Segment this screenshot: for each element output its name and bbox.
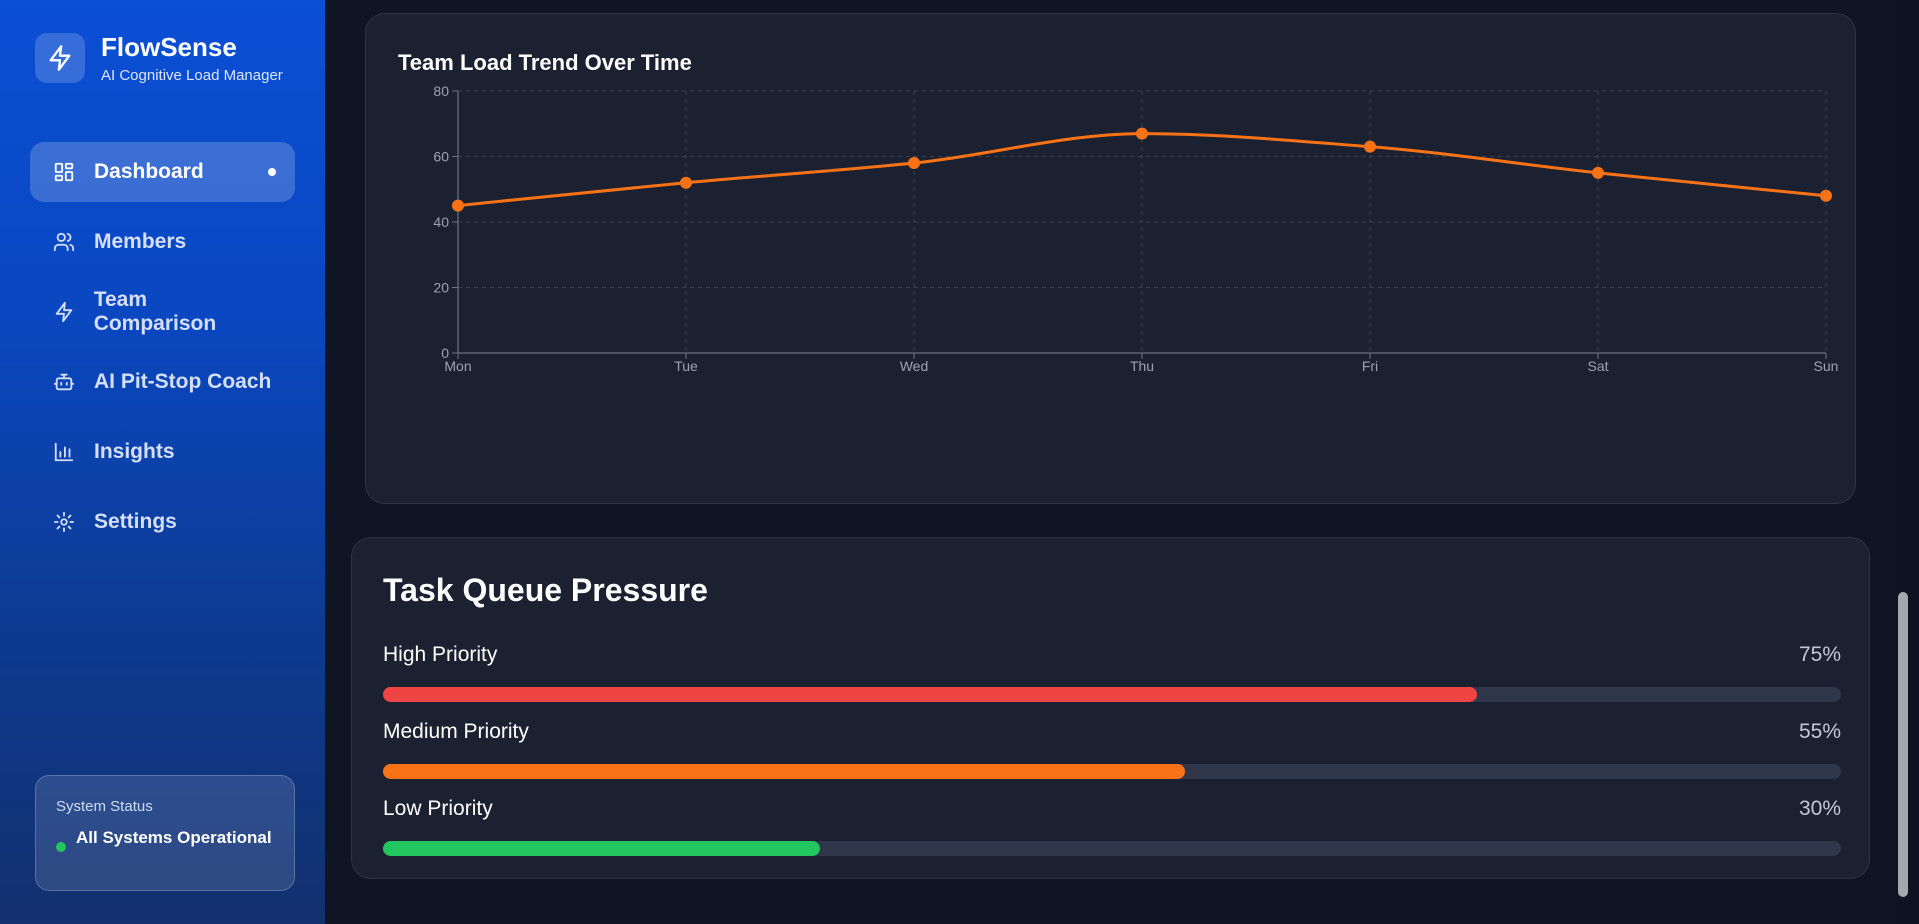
- data-point: [1364, 140, 1376, 153]
- y-tick-label: 60: [433, 149, 449, 165]
- y-tick-label: 40: [433, 214, 449, 230]
- queue-label: Low Priority: [383, 797, 493, 820]
- x-tick-label: Thu: [1130, 358, 1154, 374]
- x-tick-label: Sat: [1587, 358, 1608, 374]
- scrollbar-thumb[interactable]: [1898, 592, 1908, 897]
- sidebar: FlowSense AI Cognitive Load Manager Dash…: [0, 0, 325, 924]
- queue-label: High Priority: [383, 643, 498, 666]
- data-point: [680, 176, 692, 189]
- data-point: [1592, 166, 1604, 179]
- sidebar-item-settings[interactable]: Settings: [30, 492, 295, 552]
- y-tick-label: 20: [433, 280, 449, 296]
- sidebar-item-label: Settings: [94, 510, 177, 533]
- queue-value: 55%: [1798, 720, 1841, 743]
- brand: FlowSense AI Cognitive Load Manager: [35, 32, 295, 84]
- bolt-icon: [52, 300, 76, 324]
- app-subtitle: AI Cognitive Load Manager: [101, 67, 283, 84]
- data-point: [452, 199, 464, 212]
- queue-title: Task Queue Pressure: [383, 572, 708, 608]
- queue-row-low: Low Priority 30%: [383, 797, 1841, 856]
- progress-fill: [383, 764, 1185, 779]
- main-content: Team Load Trend Over Time 0 20 40 60 80 Mon Tu…: [325, 0, 1895, 924]
- y-tick-label: 80: [433, 83, 449, 99]
- bolt-icon: [35, 33, 85, 83]
- grid-icon: [52, 160, 76, 184]
- data-point: [908, 157, 920, 170]
- progress-track: [383, 764, 1841, 779]
- progress-track: [383, 687, 1841, 702]
- queue-value: 75%: [1798, 643, 1841, 666]
- sidebar-item-label: AI Pit-Stop Coach: [94, 370, 272, 393]
- gear-icon: [52, 510, 76, 534]
- queue-label: Medium Priority: [383, 720, 529, 743]
- queue-row-medium: Medium Priority 55%: [383, 720, 1841, 779]
- x-tick-label: Fri: [1362, 358, 1378, 374]
- users-icon: [52, 230, 76, 254]
- data-point: [1820, 189, 1832, 202]
- y-tick-label: 0: [441, 345, 449, 361]
- active-indicator: [268, 168, 276, 176]
- sidebar-item-label: Members: [94, 230, 187, 253]
- progress-track: [383, 841, 1841, 856]
- status-indicator-dot: [56, 842, 66, 852]
- sidebar-item-insights[interactable]: Insights: [30, 422, 295, 482]
- x-tick-label: Wed: [900, 358, 929, 374]
- team-load-trend-card: Team Load Trend Over Time 0 20 40 60 80 Mon Tu…: [365, 13, 1856, 504]
- sidebar-item-label: Team Comparison: [93, 288, 217, 335]
- sidebar-nav: Dashboard Members Team Comparison: [30, 142, 295, 552]
- series-line: [457, 132, 1827, 208]
- progress-fill: [383, 841, 821, 856]
- system-status-text: All Systems Operational: [76, 828, 272, 847]
- robot-icon: [52, 370, 76, 394]
- data-point: [1136, 127, 1148, 140]
- sidebar-item-ai-pit-stop-coach[interactable]: AI Pit-Stop Coach: [30, 352, 295, 412]
- sidebar-item-dashboard[interactable]: Dashboard: [30, 142, 295, 202]
- bar-chart-icon: [52, 440, 76, 464]
- x-tick-label: Tue: [674, 358, 698, 374]
- sidebar-item-label: Dashboard: [94, 160, 204, 183]
- progress-fill: [383, 687, 1477, 702]
- queue-row-high: High Priority 75%: [383, 643, 1841, 702]
- team-load-trend-chart: 0 20 40 60 80 Mon Tue Wed Thu Fri Sat Sun: [433, 83, 1839, 374]
- sidebar-item-team-comparison[interactable]: Team Comparison: [30, 282, 295, 342]
- task-queue-pressure-card: Task Queue Pressure High Priority 75% Me…: [351, 537, 1870, 879]
- system-status-label: System Status: [56, 798, 153, 815]
- x-tick-label: Mon: [444, 358, 471, 374]
- sidebar-item-label: Insights: [94, 440, 175, 463]
- queue-value: 30%: [1798, 797, 1841, 820]
- chart-title: Team Load Trend Over Time: [398, 50, 692, 75]
- system-status-card: System Status All Systems Operational: [35, 775, 295, 891]
- sidebar-item-members[interactable]: Members: [30, 212, 295, 272]
- x-tick-label: Sun: [1814, 358, 1839, 374]
- app-title: FlowSense: [101, 32, 237, 62]
